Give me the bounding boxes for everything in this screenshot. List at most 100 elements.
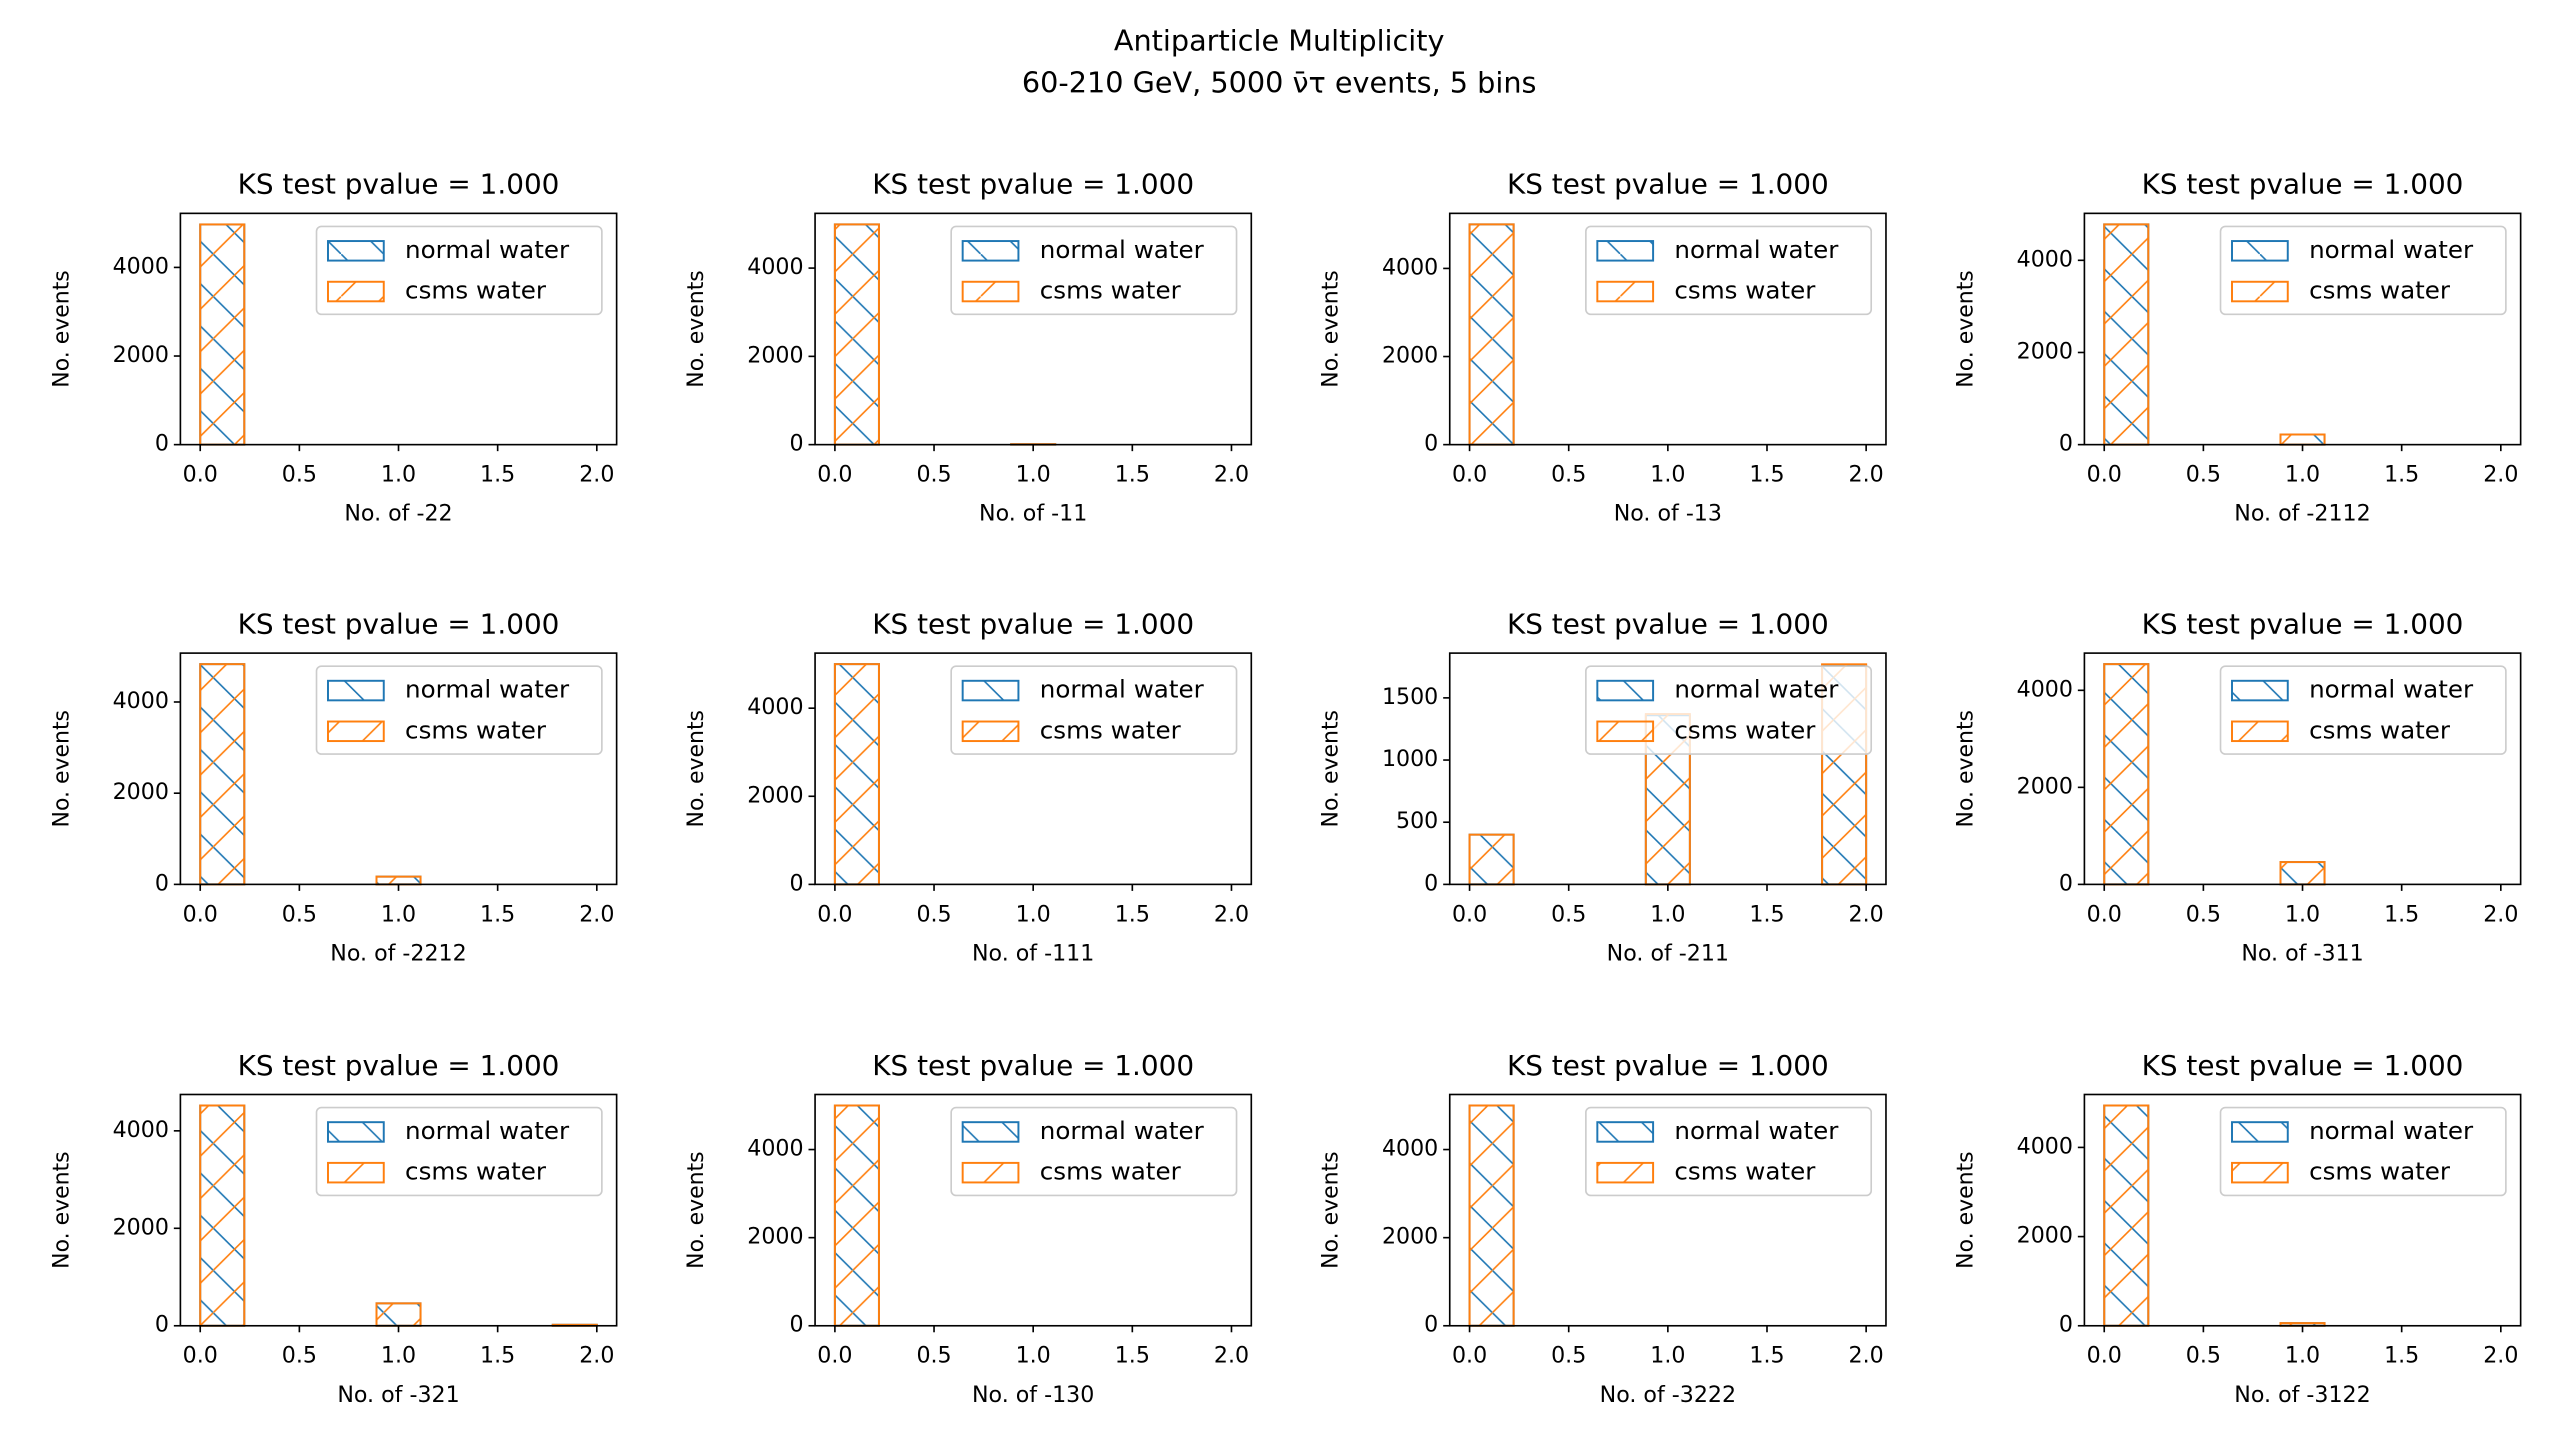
figure-subtitle: 60-210 GeV, 5000 ν̄τ events, 5 bins (1022, 66, 1537, 100)
y-axis-label: No. events (1319, 270, 1344, 387)
x-tick-label: 2.0 (1849, 463, 1884, 488)
x-tick-label: 1.0 (381, 1344, 416, 1369)
x-tick-label: 1.5 (480, 902, 515, 927)
axes-title: KS test pvalue = 1.000 (1507, 1049, 1829, 1082)
x-tick-label: 0.5 (2186, 463, 2221, 488)
x-axis-label: No. of -321 (337, 1383, 459, 1408)
x-tick-label: 0.0 (183, 902, 218, 927)
x-axis-label: No. of -311 (2241, 941, 2363, 966)
histogram-bar (1468, 1104, 1515, 1327)
legend-label: normal water (1040, 235, 1205, 264)
x-tick-label: 1.5 (480, 463, 515, 488)
x-tick-label: 2.0 (2483, 463, 2518, 488)
legend-label: normal water (1040, 675, 1205, 704)
legend-swatch (961, 1161, 1020, 1184)
x-tick-label: 1.5 (1115, 463, 1150, 488)
x-axis-label: No. of -2112 (2234, 502, 2370, 527)
y-tick-label: 2000 (747, 1225, 803, 1250)
x-tick-label: 1.5 (2384, 902, 2419, 927)
axes-title: KS test pvalue = 1.000 (1507, 607, 1829, 640)
legend-box (2219, 225, 2507, 316)
legend-box (950, 1106, 1238, 1197)
y-tick-label: 0 (155, 871, 169, 896)
histogram-bar (199, 1104, 246, 1327)
legend-swatch (1596, 720, 1655, 743)
y-tick-label: 4000 (113, 1118, 169, 1143)
x-tick-label: 0.5 (282, 902, 317, 927)
legend-swatch (1596, 280, 1655, 303)
x-tick-label: 1.0 (1016, 902, 1051, 927)
legend-swatch (2231, 679, 2289, 702)
legend-label: csms water (405, 1157, 547, 1186)
histogram-bar (199, 663, 246, 886)
legend-swatch (327, 280, 385, 303)
y-tick-label: 4000 (2017, 247, 2073, 272)
histogram-bar (1468, 223, 1515, 446)
histogram-bar (2103, 663, 2150, 886)
histogram-bar (2103, 1104, 2150, 1327)
x-tick-label: 1.5 (1749, 463, 1784, 488)
x-tick-label: 2.0 (1214, 1344, 1249, 1369)
x-tick-label: 1.5 (2384, 463, 2419, 488)
legend-box (1585, 665, 1873, 755)
legend-swatch (961, 280, 1020, 303)
legend-label: csms water (1674, 276, 1816, 305)
axes-title: KS test pvalue = 1.000 (872, 168, 1194, 201)
x-tick-label: 1.5 (1749, 1344, 1784, 1369)
legend-label: normal water (1040, 1116, 1205, 1145)
legend-swatch (1596, 679, 1655, 702)
y-tick-label: 2000 (2017, 1224, 2073, 1249)
legend-swatch (327, 679, 385, 702)
y-axis-label: No. events (49, 1151, 74, 1268)
histogram-bar (833, 223, 880, 446)
legend-label: normal water (405, 235, 570, 264)
x-tick-label: 1.0 (1016, 1344, 1051, 1369)
x-tick-label: 0.5 (916, 902, 951, 927)
legend-swatch (327, 1161, 385, 1184)
legend-label: csms water (1040, 715, 1182, 744)
legend-box (950, 225, 1238, 316)
legend-box (315, 225, 603, 316)
y-tick-label: 2000 (747, 783, 803, 808)
x-tick-label: 2.0 (579, 463, 614, 488)
legend-label: normal water (405, 1116, 570, 1145)
histogram-bar (833, 663, 880, 886)
legend-label: normal water (2309, 235, 2474, 264)
axes-title: KS test pvalue = 1.000 (238, 1049, 560, 1082)
x-tick-label: 1.5 (1749, 902, 1784, 927)
y-tick-label: 0 (790, 432, 804, 457)
histogram-bar (1468, 833, 1515, 886)
y-tick-label: 0 (2059, 432, 2073, 457)
y-tick-label: 4000 (2017, 1134, 2073, 1159)
x-tick-label: 1.5 (480, 1344, 515, 1369)
y-tick-label: 4000 (1382, 255, 1438, 280)
axes-title: KS test pvalue = 1.000 (2142, 168, 2464, 201)
legend-label: normal water (405, 675, 570, 704)
y-axis-label: No. events (684, 710, 709, 827)
x-tick-label: 1.0 (2285, 463, 2320, 488)
x-tick-label: 1.5 (1115, 902, 1150, 927)
y-tick-label: 500 (1396, 809, 1438, 834)
legend-box (1585, 1106, 1873, 1197)
legend-label: normal water (1674, 675, 1839, 704)
x-axis-label: No. of -22 (344, 502, 452, 527)
x-tick-label: 1.0 (1650, 463, 1685, 488)
axes-title: KS test pvalue = 1.000 (2142, 1049, 2464, 1082)
x-tick-label: 0.5 (1551, 463, 1586, 488)
x-tick-label: 1.5 (1115, 1344, 1150, 1369)
x-tick-label: 2.0 (1214, 463, 1249, 488)
y-tick-label: 4000 (1382, 1137, 1438, 1162)
legend-label: csms water (2309, 276, 2451, 305)
x-tick-label: 1.0 (1650, 902, 1685, 927)
x-tick-label: 2.0 (2483, 1344, 2518, 1369)
y-axis-label: No. events (1953, 270, 1978, 387)
legend-label: csms water (1674, 1157, 1816, 1186)
x-tick-label: 2.0 (2483, 902, 2518, 927)
y-tick-label: 2000 (113, 780, 169, 805)
x-axis-label: No. of -3222 (1600, 1383, 1736, 1408)
x-axis-label: No. of -13 (1614, 502, 1722, 527)
x-tick-label: 0.0 (817, 1344, 852, 1369)
legend-swatch (961, 679, 1020, 702)
histogram-bar (375, 1302, 422, 1327)
